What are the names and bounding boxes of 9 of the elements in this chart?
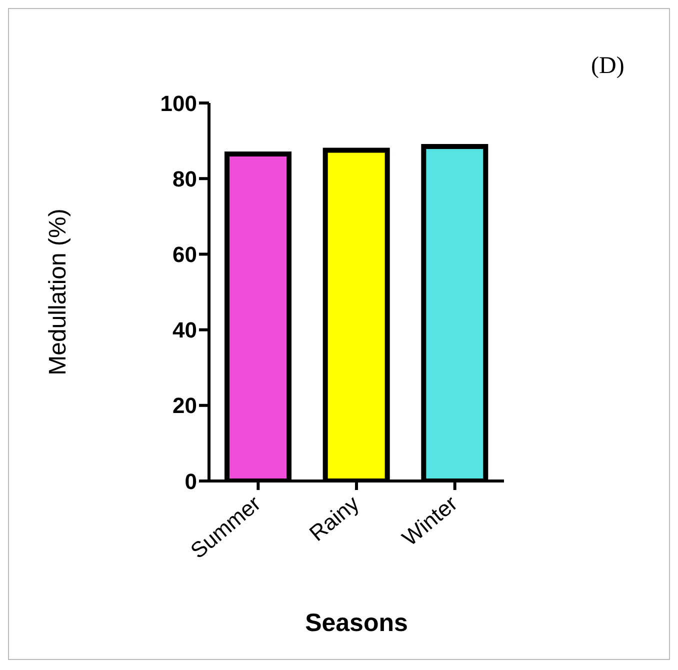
x-axis-title: Seasons (305, 609, 408, 637)
y-tick-label: 60 (172, 242, 197, 268)
y-axis-title: Medullation (%) (44, 208, 72, 376)
y-tick-label: 40 (172, 318, 197, 343)
y-tick-label: 20 (172, 393, 197, 418)
text: (D) (591, 53, 624, 80)
y-tick-label: 100 (160, 90, 197, 116)
y-tick-label: 80 (172, 166, 197, 192)
y-tick-label: 0 (184, 468, 197, 494)
